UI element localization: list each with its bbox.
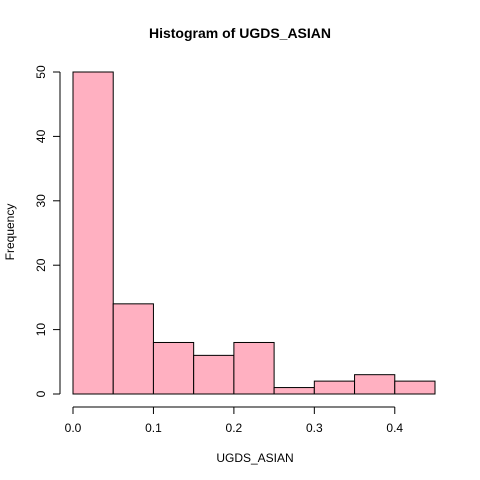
histogram-bar bbox=[233, 341, 275, 395]
histogram-bar bbox=[273, 387, 315, 395]
histogram-bar bbox=[313, 380, 356, 395]
y-tick-label: 30 bbox=[34, 194, 48, 208]
y-axis-label: Frequency bbox=[3, 204, 17, 261]
y-tick-label: 10 bbox=[34, 323, 48, 337]
x-tick-label: 0.0 bbox=[65, 421, 82, 435]
x-tick-label: 0.4 bbox=[386, 421, 403, 435]
histogram-bar bbox=[152, 341, 195, 395]
chart-title: Histogram of UGDS_ASIAN bbox=[149, 25, 331, 41]
histogram-bar bbox=[112, 303, 154, 395]
histogram-bar bbox=[394, 380, 436, 395]
histogram-bar bbox=[193, 354, 235, 395]
x-tick-label: 0.1 bbox=[145, 421, 162, 435]
x-axis-label: UGDS_ASIAN bbox=[216, 451, 293, 465]
y-tick-label: 0 bbox=[34, 390, 48, 397]
y-tick-label: 20 bbox=[34, 258, 48, 272]
y-tick-label: 50 bbox=[34, 65, 48, 79]
x-tick-label: 0.2 bbox=[226, 421, 243, 435]
histogram-bar bbox=[354, 374, 396, 395]
bars-layer bbox=[72, 71, 436, 395]
x-tick-label: 0.3 bbox=[306, 421, 323, 435]
y-tick-label: 40 bbox=[34, 129, 48, 143]
y-axis: 0 10 20 30 40 50 bbox=[34, 65, 61, 397]
histogram-bar bbox=[72, 71, 114, 395]
x-axis: 0.0 0.1 0.2 0.3 0.4 bbox=[65, 406, 403, 435]
